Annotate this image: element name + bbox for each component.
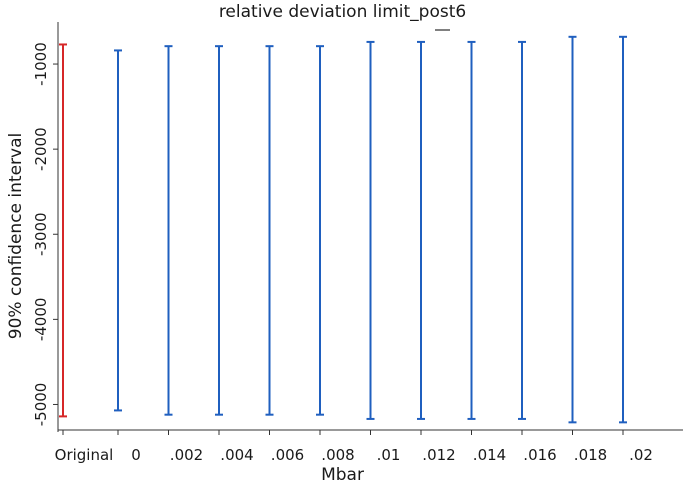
x-tick-label: .012 — [422, 446, 455, 464]
x-tick-label: .008 — [321, 446, 354, 464]
x-tick-label: .002 — [170, 446, 203, 464]
x-tick-label: .014 — [473, 446, 506, 464]
y-tick-label: -4000 — [32, 298, 50, 342]
x-tick-label: .01 — [377, 446, 401, 464]
x-tick-label: .004 — [220, 446, 253, 464]
x-tick-label: .02 — [629, 446, 653, 464]
chart-title: relative deviation limit_post6 — [218, 2, 467, 22]
x-tick-label: Original — [55, 446, 114, 464]
x-tick-label: 0 — [131, 446, 141, 464]
x-axis-label: Mbar — [321, 465, 364, 485]
x-tick-label: .006 — [271, 446, 304, 464]
y-tick-label: -2000 — [32, 127, 50, 171]
y-tick-label: -5000 — [32, 383, 50, 427]
y-axis-label: 90% confidence interval — [6, 132, 26, 340]
y-tick-label: -3000 — [32, 212, 50, 256]
x-tick-label: .018 — [574, 446, 607, 464]
x-tick-label: .016 — [523, 446, 556, 464]
y-tick-label: -1000 — [32, 42, 50, 86]
